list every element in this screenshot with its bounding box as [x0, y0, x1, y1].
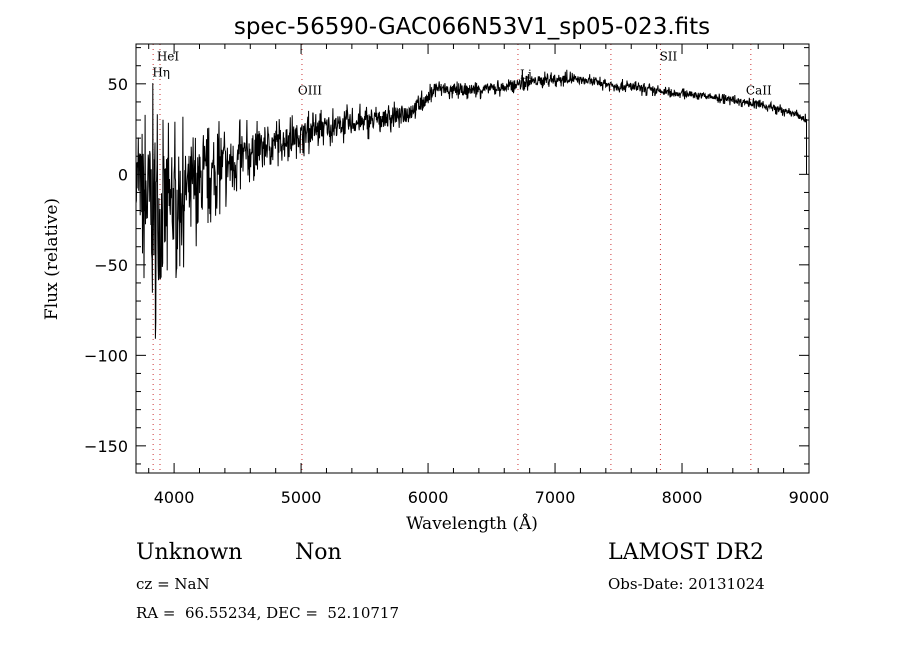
spectral-line-markers: HeI Hη OIII Li SII CaII [152, 44, 772, 473]
y-axis-label: Flux (relative) [42, 198, 62, 320]
coordinates-readout: RA = 66.55234, DEC = 52.10717 [136, 604, 400, 622]
y-tick-label: −100 [84, 346, 128, 365]
spectral-line-label: CaII [746, 84, 772, 98]
object-subclass: Non [295, 540, 342, 565]
spectral-line-label: SII [660, 49, 678, 63]
x-tick-label: 5000 [281, 488, 322, 507]
x-tick-label: 4000 [154, 488, 195, 507]
chart-title: spec-56590-GAC066N53V1_sp05-023.fits [234, 14, 710, 40]
y-tick-label: −150 [84, 437, 128, 456]
survey-name: LAMOST DR2 [608, 540, 764, 565]
spectral-line-label: Hη [152, 66, 170, 80]
observation-date: Obs-Date: 20131024 [608, 575, 765, 593]
axis-ticks [136, 44, 810, 473]
x-axis-label: Wavelength (Å) [406, 513, 538, 534]
x-tick-label: 9000 [789, 488, 830, 507]
x-tick-label: 6000 [408, 488, 449, 507]
redshift-readout: cz = NaN [136, 575, 210, 593]
plot-frame [135, 43, 810, 474]
y-tick-label: 0 [118, 165, 128, 184]
spectral-line-label: OIII [298, 84, 322, 98]
y-tick-label: 50 [108, 75, 128, 94]
flux-series-line [135, 69, 807, 339]
spectral-line-label: Li [520, 67, 532, 81]
spectral-line-label: HeI [157, 49, 180, 63]
x-tick-label: 7000 [535, 488, 576, 507]
x-tick-label: 8000 [662, 488, 703, 507]
y-tick-label: −50 [94, 256, 128, 275]
axis-tick-labels: 4000 5000 6000 7000 8000 9000 −150 −100 −50 0 50 [84, 75, 829, 507]
object-class: Unknown [136, 540, 243, 565]
